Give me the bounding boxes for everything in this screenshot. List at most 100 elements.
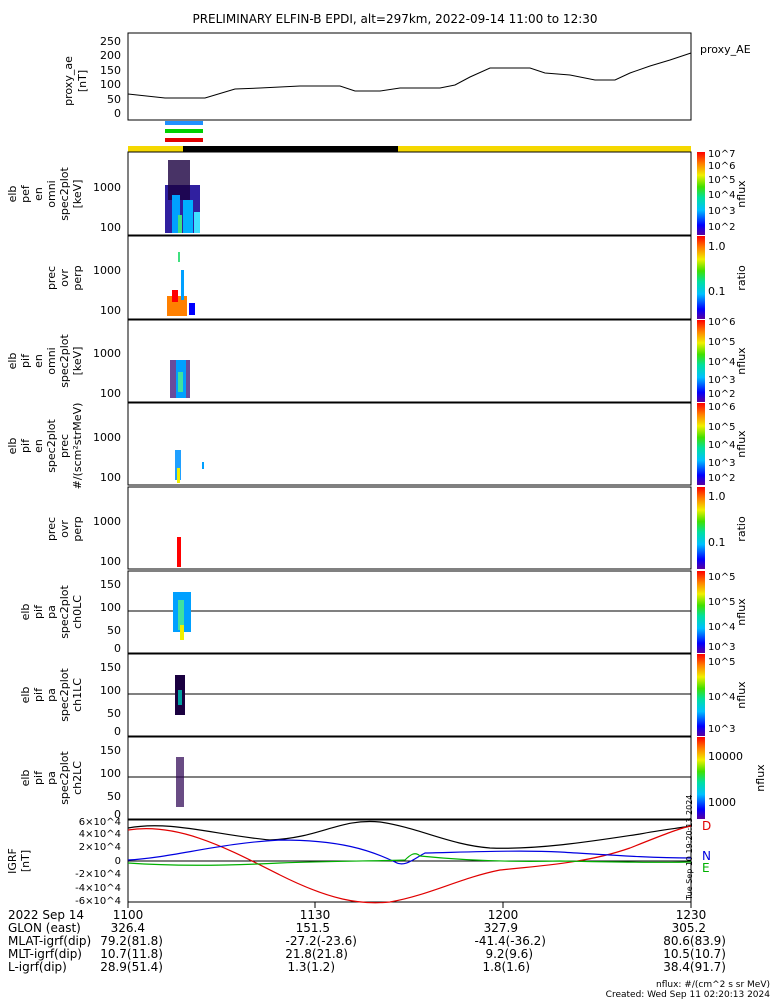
svg-text:MLAT-igrf(dip): MLAT-igrf(dip) xyxy=(8,934,91,948)
svg-text:100: 100 xyxy=(100,555,121,568)
svg-text:spec2plot: spec2plot xyxy=(58,334,71,388)
svg-text:ch1LC: ch1LC xyxy=(71,678,84,712)
ratio1-ylabels: prec ovr perp 100 1000 xyxy=(45,264,121,317)
pifp-ylabels: elb pif en spec2plot prec #/(scm²strMeV)… xyxy=(6,403,121,490)
cbar-pef xyxy=(697,152,705,235)
svg-text:1000: 1000 xyxy=(93,515,121,528)
igrf-E-curve xyxy=(127,853,692,866)
ae-frame xyxy=(127,32,692,121)
svg-text:prec: prec xyxy=(58,434,71,458)
svg-text:omni: omni xyxy=(45,347,58,374)
svg-text:10^6: 10^6 xyxy=(708,402,735,413)
svg-text:omni: omni xyxy=(45,180,58,207)
svg-text:10.5(10.7): 10.5(10.7) xyxy=(663,947,726,961)
svg-text:10^3: 10^3 xyxy=(708,206,735,217)
svg-text:0: 0 xyxy=(114,725,121,738)
footer-table: 2022 Sep 14 1100 1130 1200 1230 GLON (ea… xyxy=(8,908,726,974)
panel-frame-ch2 xyxy=(127,736,692,820)
svg-text:150: 150 xyxy=(100,578,121,591)
quality-bars xyxy=(128,121,691,152)
svg-text:10^7: 10^7 xyxy=(708,149,735,160)
svg-text:-4×10^4: -4×10^4 xyxy=(75,883,121,894)
panel-frame-ratio2 xyxy=(127,486,692,570)
svg-text:ratio: ratio xyxy=(735,516,748,542)
svg-text:10^4: 10^4 xyxy=(708,440,735,451)
svg-text:[keV]: [keV] xyxy=(71,180,84,209)
svg-text:spec2plot: spec2plot xyxy=(58,167,71,221)
status-bar xyxy=(128,146,691,152)
igrf-N-curve xyxy=(127,839,692,865)
units-note: nflux: #/(cm^2 s sr MeV) xyxy=(656,980,770,990)
svg-text:1000: 1000 xyxy=(708,796,736,809)
panel-frame-ch1 xyxy=(127,653,692,737)
svg-text:nflux: nflux xyxy=(735,180,748,208)
svg-text:pif: pif xyxy=(32,770,45,785)
svg-text:10^3: 10^3 xyxy=(708,642,735,653)
svg-text:50: 50 xyxy=(107,624,121,637)
svg-text:9.2(9.6): 9.2(9.6) xyxy=(485,947,533,961)
svg-text:pa: pa xyxy=(45,605,58,619)
svg-text:spec2plot: spec2plot xyxy=(58,585,71,639)
svg-text:0.1: 0.1 xyxy=(708,285,726,298)
ratio2-spectrum xyxy=(177,537,181,567)
svg-text:10^4: 10^4 xyxy=(708,190,735,201)
svg-text:en: en xyxy=(32,439,45,453)
quality-bar-blue xyxy=(165,121,203,125)
ae-tick-50: 50 xyxy=(107,93,121,106)
svg-text:nflux: nflux xyxy=(735,347,748,375)
svg-text:nflux: nflux xyxy=(754,764,767,792)
pa2-ylabels: elb pif pa spec2plot ch2LC 0 50 100 150 xyxy=(19,744,121,821)
svg-text:nflux: nflux xyxy=(735,681,748,709)
pa1-spectrum xyxy=(175,675,185,715)
cbar-pa0 xyxy=(697,571,705,653)
svg-text:10^4: 10^4 xyxy=(708,357,735,368)
ae-tick-250: 250 xyxy=(100,35,121,48)
svg-text:2022 Sep 14: 2022 Sep 14 xyxy=(8,908,84,922)
cbar-pifo xyxy=(697,320,705,402)
svg-text:spec2plot: spec2plot xyxy=(45,419,58,473)
cbar-pa1 xyxy=(697,654,705,736)
svg-text:perp: perp xyxy=(71,516,84,541)
pef-ylabels: elb pef en omni spec2plot [keV] 100 1000 xyxy=(6,167,121,234)
svg-text:MLT-igrf(dip): MLT-igrf(dip) xyxy=(8,947,82,961)
svg-text:en: en xyxy=(32,187,45,201)
svg-text:150: 150 xyxy=(100,744,121,757)
svg-text:10^6: 10^6 xyxy=(708,317,735,328)
svg-text:10.7(11.8): 10.7(11.8) xyxy=(100,947,163,961)
svg-text:2×10^4: 2×10^4 xyxy=(79,842,121,853)
quality-bar-red xyxy=(165,138,203,142)
svg-text:nflux: nflux xyxy=(735,430,748,458)
svg-text:50: 50 xyxy=(107,707,121,720)
cbar-ratio1 xyxy=(697,236,705,319)
pifo-spectrum xyxy=(170,360,190,398)
ratio1-spectrum xyxy=(167,252,195,316)
panel-proxy-ae: proxy_ae [nT] 0 50 100 150 200 250 proxy… xyxy=(62,32,751,121)
svg-text:326.4: 326.4 xyxy=(111,921,145,935)
ratio2-ylabels: prec ovr perp 100 1000 xyxy=(45,515,121,568)
pa1-ylabels: elb pif pa spec2plot ch1LC 0 50 100 150 xyxy=(19,661,121,738)
svg-text:1.8(1.6): 1.8(1.6) xyxy=(482,960,530,974)
svg-text:305.2: 305.2 xyxy=(672,921,706,935)
igrf-legend-D: D xyxy=(702,819,711,833)
svg-text:ch0LC: ch0LC xyxy=(71,595,84,629)
svg-text:[keV]: [keV] xyxy=(71,347,84,376)
svg-text:10^5: 10^5 xyxy=(708,337,735,348)
svg-text:GLON (east): GLON (east) xyxy=(8,921,81,935)
svg-text:100: 100 xyxy=(100,221,121,234)
svg-text:ratio: ratio xyxy=(735,265,748,291)
pifp-spectrum xyxy=(175,450,204,483)
svg-text:-6×10^4: -6×10^4 xyxy=(75,896,121,907)
svg-text:perp: perp xyxy=(71,265,84,290)
svg-text:1000: 1000 xyxy=(93,181,121,194)
svg-text:0.1: 0.1 xyxy=(708,536,726,549)
svg-text:-41.4(-36.2): -41.4(-36.2) xyxy=(475,934,546,948)
pifo-ylabels: elb pif en omni spec2plot [keV] 100 1000 xyxy=(6,334,121,400)
svg-text:0: 0 xyxy=(115,856,121,867)
created-stamp: Created: Wed Sep 11 02:20:13 2024 xyxy=(606,990,771,1000)
svg-text:-27.2(-23.6): -27.2(-23.6) xyxy=(286,934,357,948)
svg-text:28.9(51.4): 28.9(51.4) xyxy=(100,960,163,974)
svg-text:1.0: 1.0 xyxy=(708,490,726,503)
svg-text:150: 150 xyxy=(100,661,121,674)
svg-text:pa: pa xyxy=(45,688,58,702)
svg-text:-2×10^4: -2×10^4 xyxy=(75,869,121,880)
